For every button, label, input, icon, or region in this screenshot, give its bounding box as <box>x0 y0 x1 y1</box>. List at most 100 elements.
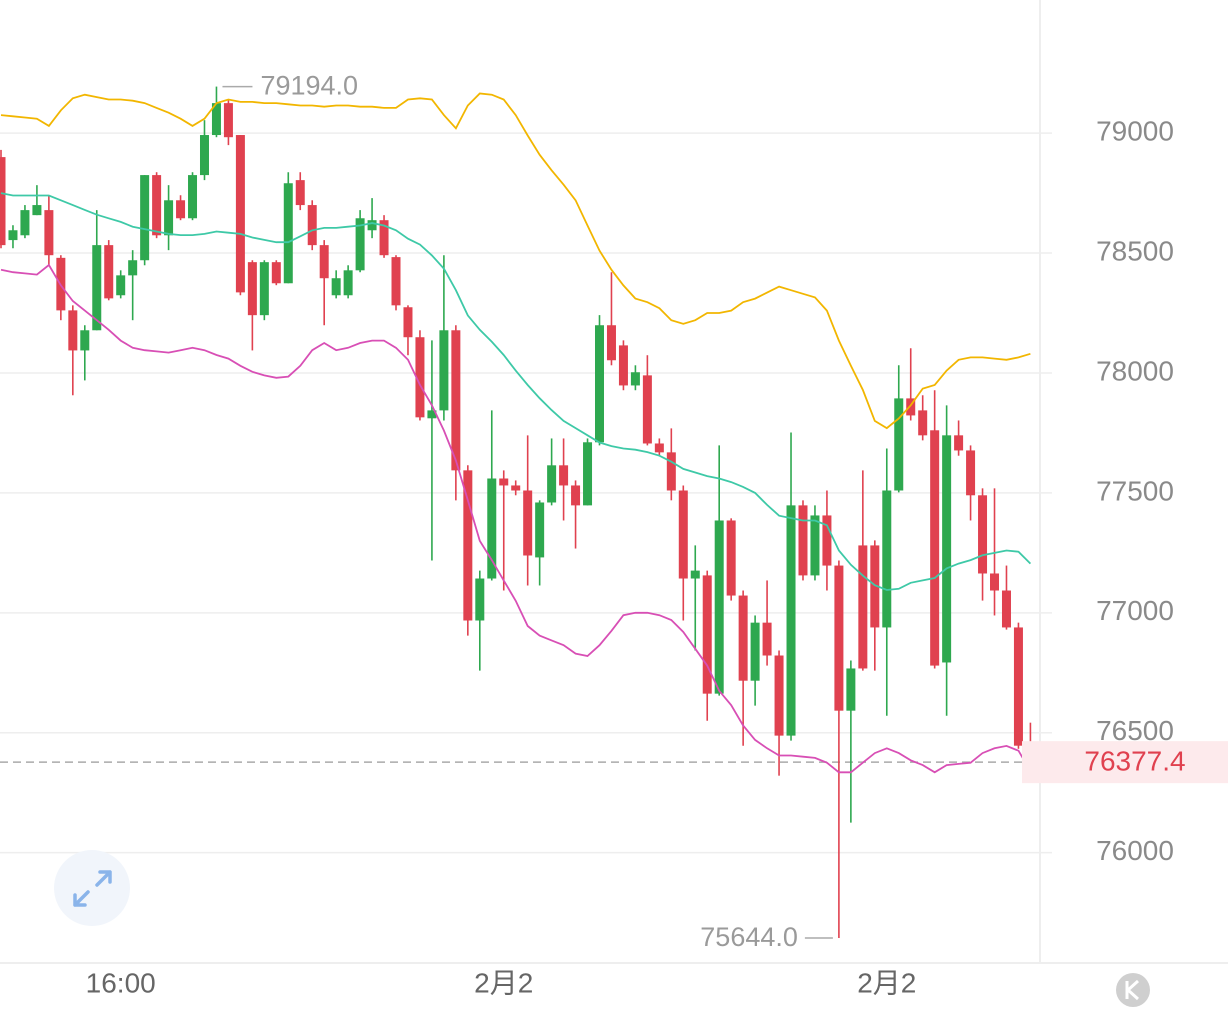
candle-body <box>295 180 305 206</box>
plot-layer: 76000 76500 77000 77500 78000 78500 79000 16:00… <box>0 71 1228 998</box>
y-tick-label: 77000 <box>1096 595 1174 626</box>
candle-body <box>690 570 700 579</box>
candle-body <box>140 175 150 261</box>
candle-body <box>523 490 533 556</box>
candle-body <box>595 325 604 443</box>
candle-body <box>666 452 676 491</box>
x-tick-label: 2月2 <box>857 967 916 998</box>
candle-body <box>427 410 437 419</box>
candle-body <box>966 450 976 496</box>
y-tick-label: 77500 <box>1096 475 1174 506</box>
expand-button-bg[interactable] <box>54 850 130 926</box>
candle-body <box>259 262 269 316</box>
y-tick-label: 79000 <box>1096 116 1174 147</box>
candle-body <box>0 157 6 246</box>
candle-body <box>774 655 784 736</box>
candle-body <box>1001 590 1011 628</box>
candle-body <box>535 502 545 558</box>
y-tick-label: 78000 <box>1096 355 1174 386</box>
candle-body <box>547 465 557 503</box>
candle-body <box>822 515 832 566</box>
candle-body <box>583 442 593 506</box>
candle-body <box>68 310 78 351</box>
candle-body <box>499 478 509 486</box>
candle-body <box>834 565 844 711</box>
candle-body <box>475 578 485 621</box>
candle-body <box>918 410 928 436</box>
expand-icon[interactable] <box>73 870 112 907</box>
candle-body <box>128 260 138 276</box>
candle-body <box>152 175 162 236</box>
candle-body <box>954 435 964 451</box>
candle-body <box>188 175 198 219</box>
candle-body <box>92 245 102 331</box>
candle-body <box>630 372 640 386</box>
candle-body <box>642 375 652 444</box>
candle-body <box>44 210 54 256</box>
candle-body <box>511 485 521 491</box>
candle-body <box>487 478 497 579</box>
candle-body <box>702 575 712 694</box>
candle-body <box>176 200 186 219</box>
bollinger-band <box>0 263 1032 774</box>
candle-body <box>439 330 449 411</box>
candle-body <box>116 275 126 296</box>
candle-body <box>786 505 796 736</box>
candle-body <box>211 103 221 136</box>
candle-body <box>894 398 904 491</box>
candle-body <box>379 220 389 256</box>
candle-body <box>355 218 365 271</box>
y-tick-label: 78500 <box>1096 235 1174 266</box>
last-price-label: 76377.4 <box>1084 746 1185 777</box>
candle-body <box>403 307 413 338</box>
candle-body <box>858 545 868 669</box>
candle-body <box>343 270 353 296</box>
candle-body <box>750 622 760 681</box>
candle-body <box>798 505 808 576</box>
candle-body <box>738 595 748 681</box>
candle-body <box>762 622 772 656</box>
candle-body <box>463 470 473 621</box>
candle-body <box>1013 627 1023 746</box>
high-annotation: 79194.0 <box>260 71 358 101</box>
candle-body <box>882 490 892 628</box>
y-tick-label: 76500 <box>1096 715 1174 746</box>
bollinger-band <box>0 92 1031 430</box>
candle-body <box>930 430 940 666</box>
candle-body <box>415 337 425 418</box>
candle-body <box>283 183 293 284</box>
candle-body <box>199 135 209 176</box>
kline-button-bg[interactable] <box>1116 973 1150 1007</box>
candle-body <box>80 330 90 351</box>
candle-body <box>307 205 317 246</box>
candle-body <box>319 245 329 279</box>
candle-body <box>942 435 952 663</box>
bollinger-band <box>0 192 1032 591</box>
candle-body <box>32 205 42 216</box>
candle-body <box>978 495 988 574</box>
candle-body <box>451 330 461 471</box>
x-tick-label: 16:00 <box>86 967 156 998</box>
candle-body <box>654 443 664 453</box>
kline-icon[interactable] <box>1125 979 1140 1001</box>
candle-body <box>990 573 1000 591</box>
last-price-box <box>1022 741 1228 784</box>
candle-body <box>20 210 30 236</box>
kline-button[interactable] <box>1116 973 1150 1007</box>
expand-button[interactable] <box>54 850 130 926</box>
candle-body <box>8 230 18 241</box>
candle-body <box>618 345 628 386</box>
candle-body <box>606 325 616 361</box>
candle-body <box>247 262 257 316</box>
candle-body <box>559 465 569 486</box>
candle-body <box>870 545 880 628</box>
candle-body <box>906 398 916 416</box>
candle-body <box>678 490 688 579</box>
candle-body <box>331 278 341 296</box>
candle-body <box>571 485 581 506</box>
candle-body <box>726 520 736 596</box>
candle-body <box>714 520 724 694</box>
candle-body <box>235 135 245 293</box>
